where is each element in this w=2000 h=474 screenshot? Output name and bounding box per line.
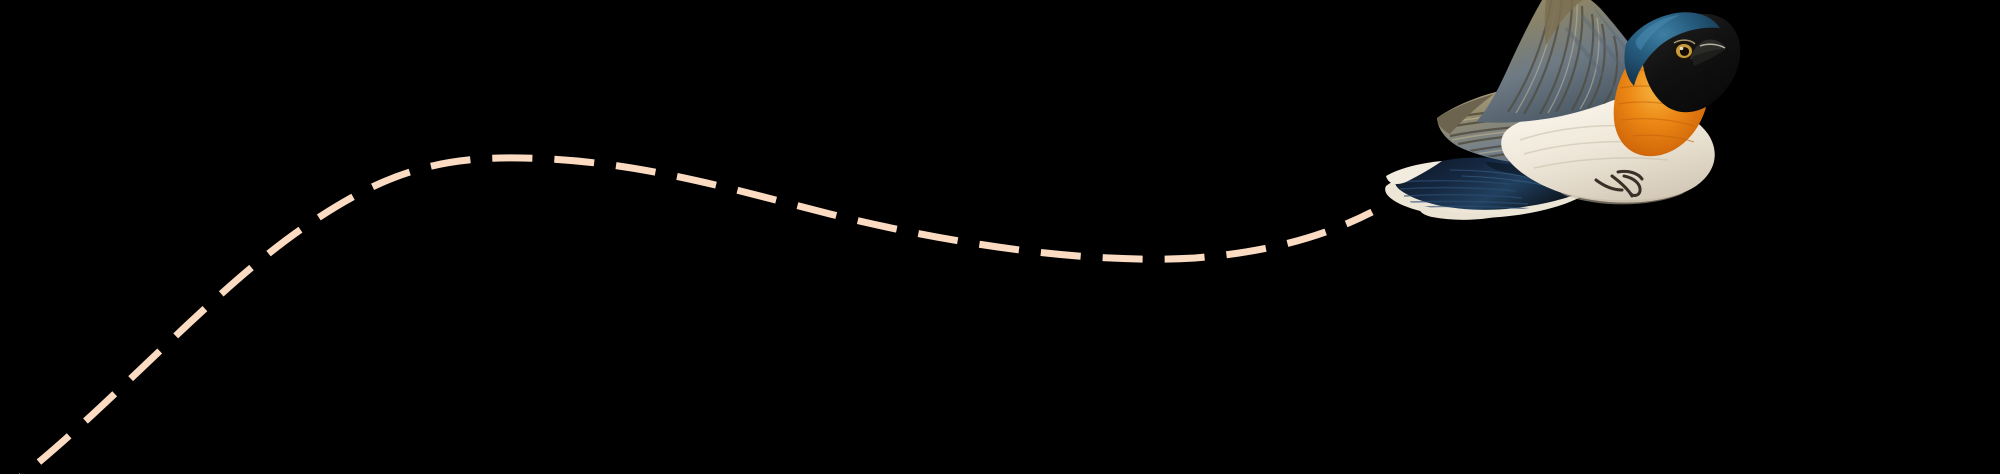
upper-wing-tip (1544, 0, 1584, 46)
bird-feet (1594, 169, 1644, 198)
lower-wing-tip (1437, 94, 1494, 134)
bird-head (1624, 12, 1741, 113)
bird-beak (1690, 39, 1726, 66)
tail-tip-white-upper (1386, 161, 1442, 184)
beak-lower (1692, 49, 1726, 66)
flight-path (18, 154, 1374, 474)
crown-highlight (1635, 15, 1680, 50)
tail-feather-lines (1397, 179, 1533, 210)
bird-eye (1673, 39, 1696, 61)
bird-upper-wing (1476, 0, 1654, 123)
tail-tip-white-lower (1419, 207, 1508, 220)
body-underside-shadow (1560, 192, 1686, 205)
beak-highlight (1699, 43, 1726, 49)
